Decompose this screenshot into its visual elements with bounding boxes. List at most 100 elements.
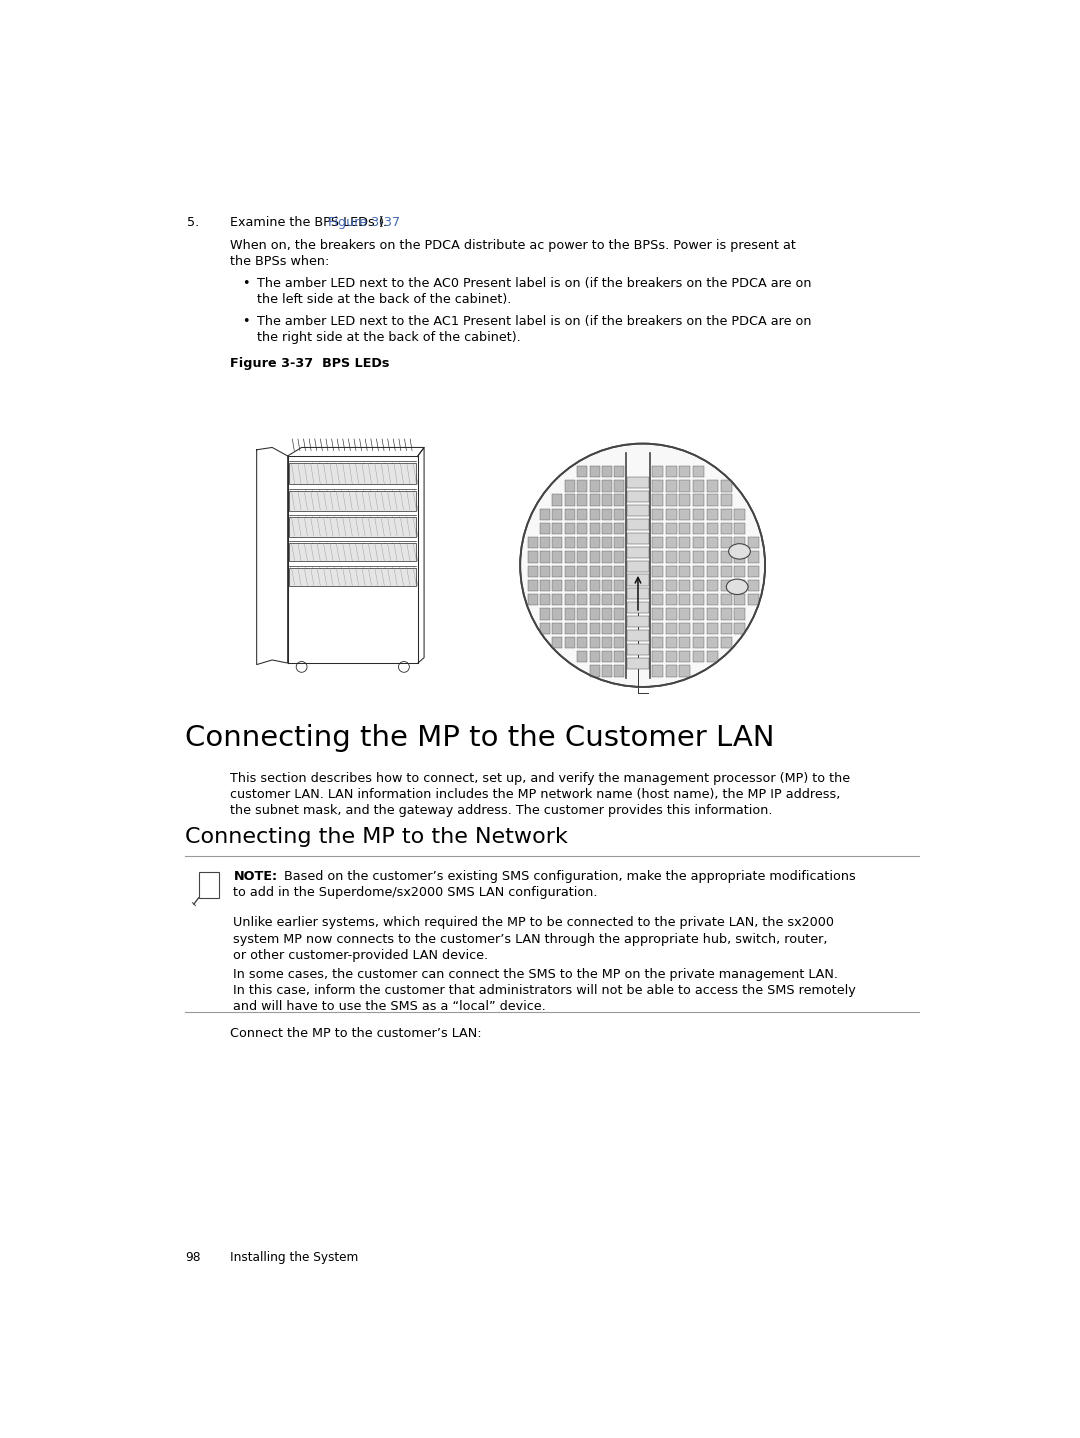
FancyBboxPatch shape — [577, 509, 588, 521]
FancyBboxPatch shape — [679, 666, 690, 677]
FancyBboxPatch shape — [590, 523, 599, 535]
FancyBboxPatch shape — [540, 551, 550, 562]
Text: •: • — [242, 278, 249, 290]
FancyBboxPatch shape — [540, 565, 550, 577]
FancyBboxPatch shape — [693, 466, 704, 477]
FancyBboxPatch shape — [552, 551, 563, 562]
FancyBboxPatch shape — [720, 594, 731, 605]
FancyBboxPatch shape — [627, 615, 649, 627]
FancyBboxPatch shape — [602, 623, 612, 634]
FancyBboxPatch shape — [289, 544, 416, 561]
FancyBboxPatch shape — [552, 538, 563, 548]
FancyBboxPatch shape — [552, 580, 563, 591]
FancyBboxPatch shape — [706, 565, 718, 577]
FancyBboxPatch shape — [706, 509, 718, 521]
FancyBboxPatch shape — [734, 580, 745, 591]
FancyBboxPatch shape — [577, 623, 588, 634]
FancyBboxPatch shape — [706, 523, 718, 535]
FancyBboxPatch shape — [651, 495, 663, 506]
Circle shape — [521, 443, 765, 687]
FancyBboxPatch shape — [289, 490, 416, 510]
FancyBboxPatch shape — [528, 580, 538, 591]
FancyBboxPatch shape — [679, 594, 690, 605]
FancyBboxPatch shape — [693, 580, 704, 591]
Text: Examine the BPS LEDs (: Examine the BPS LEDs ( — [230, 216, 383, 229]
FancyBboxPatch shape — [706, 623, 718, 634]
FancyBboxPatch shape — [720, 551, 731, 562]
FancyBboxPatch shape — [602, 608, 612, 620]
FancyBboxPatch shape — [540, 509, 550, 521]
FancyBboxPatch shape — [602, 480, 612, 492]
FancyBboxPatch shape — [602, 509, 612, 521]
FancyBboxPatch shape — [615, 480, 624, 492]
FancyBboxPatch shape — [602, 666, 612, 677]
FancyBboxPatch shape — [706, 608, 718, 620]
FancyBboxPatch shape — [693, 608, 704, 620]
FancyBboxPatch shape — [590, 666, 599, 677]
Text: 98: 98 — [186, 1251, 201, 1264]
Text: The amber LED next to the AC1 Present label is on (if the breakers on the PDCA a: The amber LED next to the AC1 Present la… — [257, 315, 812, 328]
FancyBboxPatch shape — [734, 538, 745, 548]
FancyBboxPatch shape — [679, 565, 690, 577]
FancyBboxPatch shape — [665, 466, 676, 477]
FancyBboxPatch shape — [651, 580, 663, 591]
FancyBboxPatch shape — [706, 637, 718, 649]
FancyBboxPatch shape — [665, 594, 676, 605]
Ellipse shape — [727, 580, 748, 594]
FancyBboxPatch shape — [720, 565, 731, 577]
FancyBboxPatch shape — [540, 608, 550, 620]
FancyBboxPatch shape — [602, 594, 612, 605]
FancyBboxPatch shape — [665, 565, 676, 577]
FancyBboxPatch shape — [679, 608, 690, 620]
FancyBboxPatch shape — [590, 565, 599, 577]
Text: or other customer-provided LAN device.: or other customer-provided LAN device. — [233, 949, 488, 962]
FancyBboxPatch shape — [693, 523, 704, 535]
FancyBboxPatch shape — [693, 509, 704, 521]
FancyBboxPatch shape — [590, 466, 599, 477]
Text: the subnet mask, and the gateway address. The customer provides this information: the subnet mask, and the gateway address… — [230, 804, 772, 817]
Text: BPS LEDs: BPS LEDs — [600, 667, 658, 680]
FancyBboxPatch shape — [289, 516, 416, 536]
FancyBboxPatch shape — [577, 608, 588, 620]
FancyBboxPatch shape — [565, 637, 575, 649]
FancyBboxPatch shape — [665, 608, 676, 620]
FancyBboxPatch shape — [590, 637, 599, 649]
FancyBboxPatch shape — [590, 538, 599, 548]
FancyBboxPatch shape — [706, 495, 718, 506]
FancyBboxPatch shape — [679, 538, 690, 548]
FancyBboxPatch shape — [748, 580, 759, 591]
FancyBboxPatch shape — [602, 580, 612, 591]
FancyBboxPatch shape — [552, 565, 563, 577]
FancyBboxPatch shape — [590, 623, 599, 634]
FancyBboxPatch shape — [665, 495, 676, 506]
FancyBboxPatch shape — [577, 565, 588, 577]
FancyBboxPatch shape — [627, 546, 649, 558]
FancyBboxPatch shape — [665, 538, 676, 548]
FancyBboxPatch shape — [199, 871, 218, 897]
FancyBboxPatch shape — [627, 574, 649, 585]
FancyBboxPatch shape — [679, 551, 690, 562]
Text: Connecting the MP to the Customer LAN: Connecting the MP to the Customer LAN — [186, 723, 774, 752]
FancyBboxPatch shape — [706, 480, 718, 492]
FancyBboxPatch shape — [720, 623, 731, 634]
FancyBboxPatch shape — [693, 495, 704, 506]
FancyBboxPatch shape — [720, 480, 731, 492]
FancyBboxPatch shape — [577, 580, 588, 591]
Text: 5.: 5. — [187, 216, 199, 229]
FancyBboxPatch shape — [615, 538, 624, 548]
FancyBboxPatch shape — [693, 480, 704, 492]
FancyBboxPatch shape — [734, 608, 745, 620]
Text: Figure 3-37  BPS LEDs: Figure 3-37 BPS LEDs — [230, 358, 389, 371]
FancyBboxPatch shape — [590, 551, 599, 562]
FancyBboxPatch shape — [577, 594, 588, 605]
FancyBboxPatch shape — [627, 603, 649, 613]
FancyBboxPatch shape — [665, 623, 676, 634]
FancyBboxPatch shape — [679, 480, 690, 492]
FancyBboxPatch shape — [627, 630, 649, 641]
FancyBboxPatch shape — [665, 651, 676, 663]
FancyBboxPatch shape — [540, 538, 550, 548]
FancyBboxPatch shape — [540, 523, 550, 535]
Text: and will have to use the SMS as a “local” device.: and will have to use the SMS as a “local… — [233, 1001, 546, 1014]
FancyBboxPatch shape — [679, 651, 690, 663]
Text: ).: ). — [378, 216, 387, 229]
